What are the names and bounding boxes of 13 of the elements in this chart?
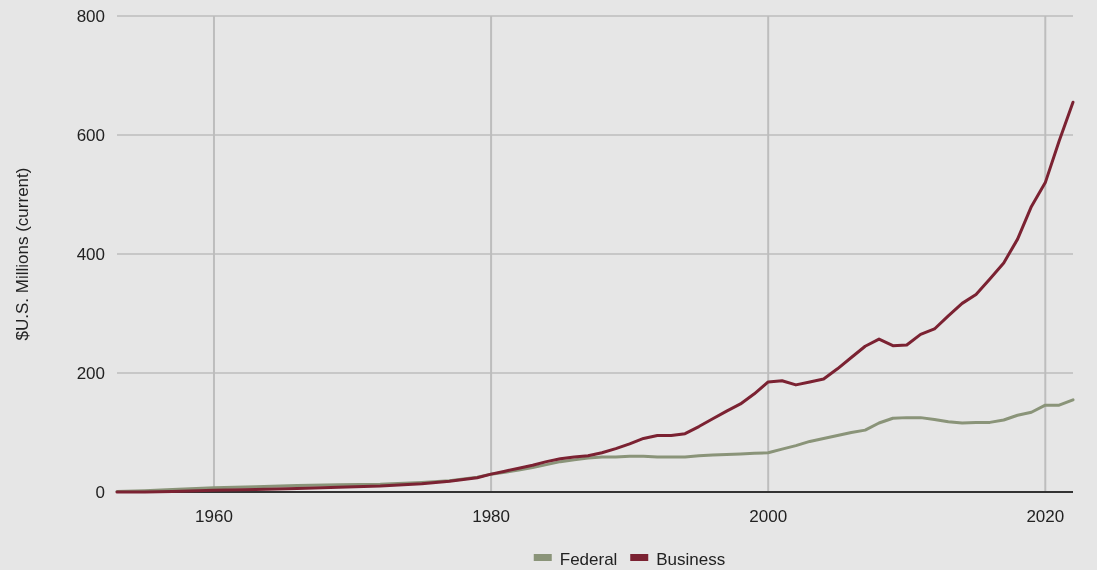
y-axis-title: $U.S. Millions (current) (13, 167, 32, 341)
y-tick-label: 800 (76, 7, 105, 26)
y-tick-label: 400 (76, 245, 105, 264)
legend-label: Business (656, 550, 726, 569)
x-tick-label: 1960 (195, 507, 233, 526)
x-tick-label: 2000 (749, 507, 788, 526)
y-tick-label: 200 (76, 364, 105, 383)
y-tick-label: 0 (95, 483, 105, 502)
x-tick-label: 1980 (472, 507, 510, 526)
y-tick-label: 600 (76, 126, 105, 145)
x-tick-label: 2020 (1026, 507, 1065, 526)
legend-label: Federal (559, 550, 618, 569)
line-series (115, 100, 1075, 494)
